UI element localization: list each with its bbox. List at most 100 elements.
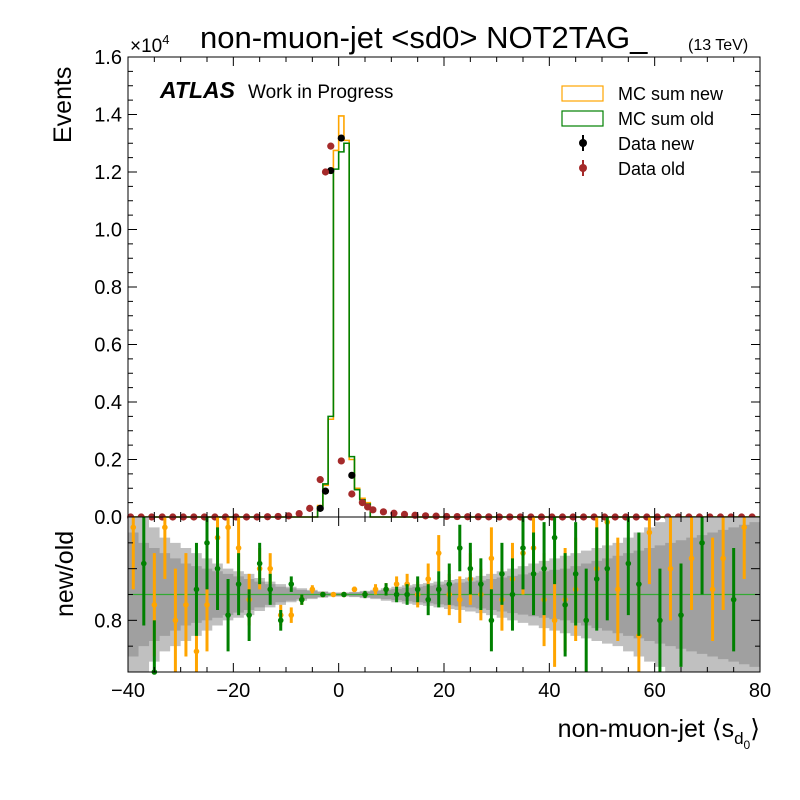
ratio-point-ratio-old <box>341 591 347 598</box>
legend-label-mc-old: MC sum old <box>618 109 714 129</box>
y-tick-label-main: 1.6 <box>94 47 122 69</box>
atlas-sublabel: Work in Progress <box>248 82 393 103</box>
y-tick-label-main: 1.4 <box>94 105 122 127</box>
data-point-data-old <box>285 512 293 520</box>
main-axis-ticks: 0.0 0.2 0.4 0.6 0.8 1.0 1.2 1.4 1.6 <box>94 47 761 529</box>
data-point-data-old <box>321 168 330 176</box>
ratio-point-ratio-new <box>225 524 231 531</box>
ratio-point-ratio-old <box>730 596 737 603</box>
ratio-point-ratio-new <box>425 576 432 582</box>
ratio-point-ratio-new <box>551 617 558 624</box>
energy-label: (13 TeV) <box>688 37 748 54</box>
ratio-point-ratio-old <box>625 560 632 567</box>
top-y-axis-label: Events <box>49 67 77 143</box>
ratio-point-ratio-old <box>225 612 231 618</box>
ratio-point-ratio-old <box>657 617 663 624</box>
ratio-point-ratio-old <box>636 581 642 587</box>
ratio-point-ratio-new <box>267 565 274 572</box>
ratio-point-ratio-new <box>372 586 379 593</box>
ratio-point-ratio-old <box>457 545 463 551</box>
y-tick-label-main: 1.0 <box>94 220 122 242</box>
data-point-data-old <box>364 503 372 511</box>
legend-marker-data-old <box>579 164 587 172</box>
x-tick-label: −20 <box>216 680 250 702</box>
ratio-point-ratio-new <box>720 555 726 562</box>
ratio-point-ratio-new <box>393 581 400 587</box>
x-tick-label: 0 <box>333 680 344 702</box>
ratio-point-ratio-old <box>362 591 368 598</box>
ratio-point-ratio-new <box>130 524 137 531</box>
ratio-point-ratio-old <box>488 617 495 624</box>
legend-label-data-new: Data new <box>618 134 695 154</box>
data-point-data-old <box>327 142 335 150</box>
ratio-panel-content <box>128 517 760 675</box>
ratio-y-axis-label: new/old <box>51 531 79 617</box>
ratio-point-ratio-old <box>320 591 326 598</box>
ratio-point-ratio-old <box>562 602 568 608</box>
legend-entry-mc-new: MC sum new <box>561 84 724 104</box>
data-point-data-old <box>369 506 377 514</box>
ratio-point-ratio-new <box>646 529 653 536</box>
ratio-point-ratio-old <box>425 596 432 603</box>
ratio-point-ratio-old <box>141 560 147 567</box>
ratio-point-ratio-old <box>288 581 295 587</box>
y-tick-label-main: 0.2 <box>94 450 122 472</box>
ratio-point-ratio-old <box>467 565 474 572</box>
legend-swatch-mc-new <box>561 85 604 102</box>
ratio-point-ratio-old <box>604 565 611 572</box>
ratio-point-ratio-old <box>193 586 200 593</box>
data-point-data-old <box>400 510 409 519</box>
legend-swatch-mc-old <box>561 110 604 127</box>
data-point-data-old <box>379 508 388 516</box>
legend-entry-mc-old: MC sum old <box>561 109 714 129</box>
ratio-point-ratio-old <box>699 540 705 546</box>
ratio-point-ratio-old <box>499 571 505 577</box>
ratio-point-ratio-old <box>267 586 274 593</box>
ratio-point-ratio-new <box>288 612 295 618</box>
ratio-point-ratio-old <box>572 571 579 577</box>
ratio-point-ratio-old <box>214 565 221 572</box>
y-tick-label-main: 1.2 <box>94 162 122 184</box>
ratio-point-ratio-old <box>393 591 400 598</box>
ratio-point-ratio-new <box>193 648 200 655</box>
ratio-point-ratio-new <box>457 596 463 603</box>
ratio-point-ratio-old <box>678 612 684 618</box>
ratio-point-ratio-old <box>583 617 589 624</box>
legend-label-mc-new: MC sum new <box>618 84 724 104</box>
data-point-data-old <box>443 512 451 521</box>
ratio-point-ratio-new <box>204 602 210 608</box>
legend-label-data-old: Data old <box>618 159 685 179</box>
x-tick-label: 60 <box>644 680 666 702</box>
data-point-data-old <box>432 512 440 520</box>
legend: MC sum new MC sum old Data new Data old <box>561 84 724 179</box>
ratio-point-ratio-new <box>162 524 168 531</box>
ratio-point-ratio-new <box>309 586 316 593</box>
ratio-point-ratio-old <box>204 540 210 546</box>
legend-entry-data-new: Data new <box>579 134 695 154</box>
y-multiplier: ×104 <box>130 32 169 57</box>
data-point-data-old <box>390 509 398 517</box>
ratio-point-ratio-new <box>667 565 674 572</box>
x-axis-label: non-muon-jet ⟨sd0⟩ <box>558 715 760 752</box>
ratio-point-ratio-old <box>235 581 242 587</box>
mc-step-mc-old <box>128 142 760 518</box>
legend-entry-data-old: Data old <box>579 159 685 179</box>
ratio-point-ratio-old <box>246 612 252 618</box>
data-point-data-old <box>337 457 345 465</box>
ratio-point-ratio-old <box>446 581 453 587</box>
data-point-data-new <box>321 487 330 495</box>
data-point-data-old <box>358 499 366 507</box>
ratio-point-ratio-new <box>435 550 442 556</box>
y-tick-label-main: 0.4 <box>94 392 122 414</box>
ratio-point-ratio-new <box>151 602 158 608</box>
ratio-point-ratio-old <box>593 576 600 582</box>
data-point-data-old <box>274 512 282 521</box>
ratio-point-ratio-old <box>435 586 442 593</box>
ratio-point-ratio-new <box>741 524 747 531</box>
data-point-data-new <box>316 504 324 512</box>
ratio-point-ratio-old <box>520 545 526 551</box>
ratio-point-ratio-old <box>478 581 484 587</box>
atlas-label: ATLAS <box>159 77 236 103</box>
data-point-data-old <box>421 512 430 520</box>
